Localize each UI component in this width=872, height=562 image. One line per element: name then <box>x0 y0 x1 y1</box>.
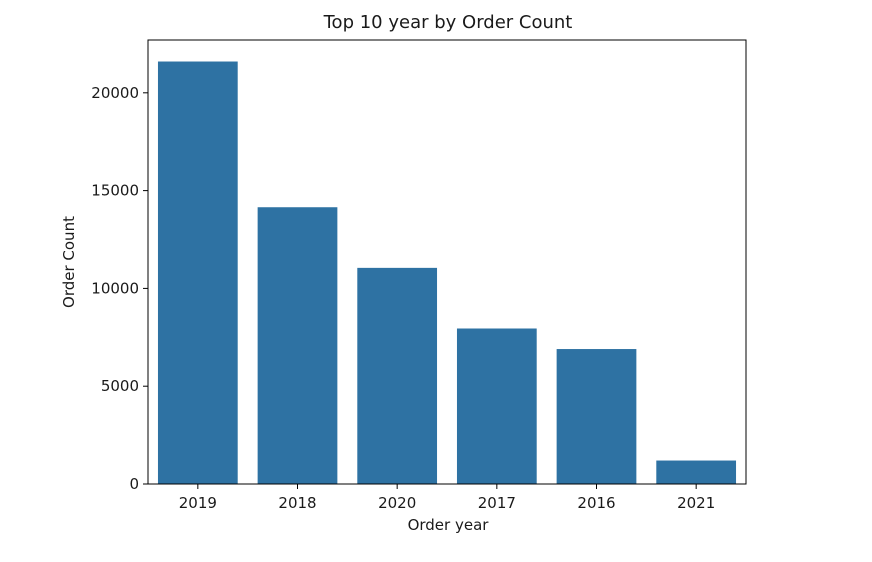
y-tick-label: 10000 <box>91 279 139 297</box>
bar-2020 <box>357 267 438 484</box>
x-tick-label: 2021 <box>677 494 715 512</box>
x-tick-label: 2016 <box>577 494 615 512</box>
chart-title: Top 10 year by Order Count <box>323 12 573 33</box>
x-tick-label: 2017 <box>478 494 516 512</box>
y-axis-label: Order Count <box>60 216 78 308</box>
x-axis-label: Order year <box>408 516 490 534</box>
bar-2021 <box>656 460 737 484</box>
y-tick-label: 5000 <box>101 377 139 395</box>
y-tick-label: 15000 <box>91 182 139 200</box>
y-axis: 0 5000 10000 15000 20000 <box>91 84 148 493</box>
x-tick-label: 2020 <box>378 494 416 512</box>
y-tick-label: 20000 <box>91 84 139 102</box>
bar-2016 <box>556 349 637 484</box>
plot-frame <box>147 39 747 485</box>
bar-2017 <box>456 328 537 484</box>
bars-group <box>157 61 737 485</box>
x-axis: 2019 2018 2020 2017 2016 2021 <box>179 484 715 512</box>
x-tick-label: 2018 <box>278 494 316 512</box>
bar-2018 <box>257 207 338 485</box>
x-tick-label: 2019 <box>179 494 217 512</box>
y-tick-label: 0 <box>129 475 139 493</box>
bar-2019 <box>157 61 238 485</box>
